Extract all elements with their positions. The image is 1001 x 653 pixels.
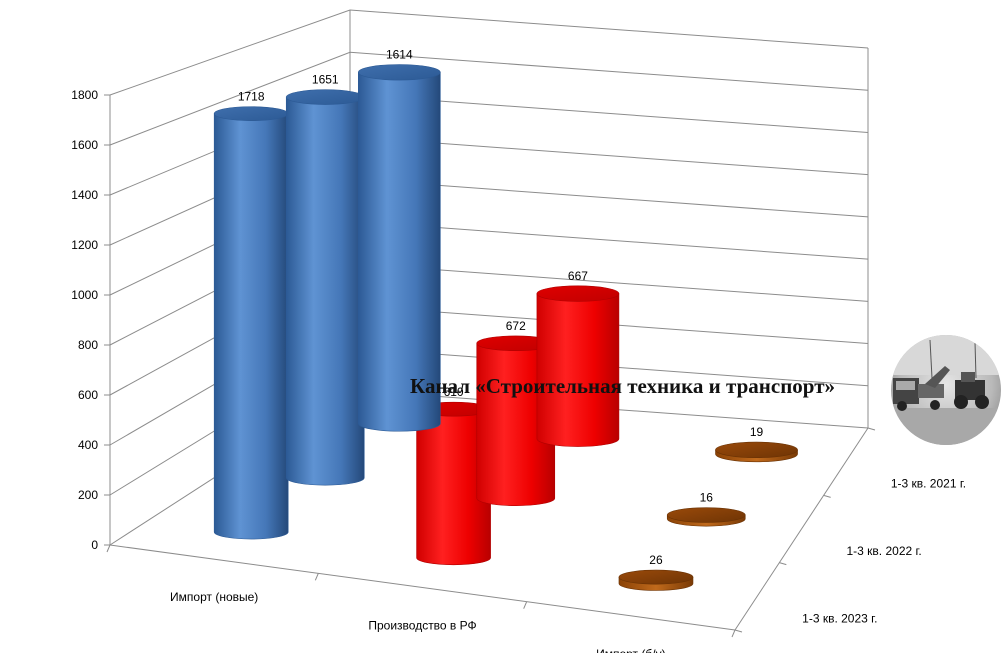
data-label: 26 [649, 553, 663, 567]
y-tick-label: 1800 [71, 88, 98, 102]
data-labels: 1718 610 26 1651 672 16 1614 667 19 [238, 47, 764, 567]
y-tick-label: 0 [91, 538, 98, 552]
y-tick-label: 1000 [71, 288, 98, 302]
y-tick-label: 800 [78, 338, 98, 352]
bar-cylinder [536, 285, 620, 447]
category-tick-mark [523, 601, 528, 609]
construction-machinery-photo-icon [891, 335, 1001, 445]
data-label: 16 [700, 491, 714, 505]
bar-cylinder [715, 441, 798, 463]
y-tick-label: 200 [78, 488, 98, 502]
floor-edge [734, 427, 869, 631]
data-label: 610 [444, 385, 464, 399]
bar-cylinder [358, 64, 441, 432]
watermark-text: Канал «Строительная техника и транспорт» [410, 374, 835, 398]
data-label: 19 [750, 425, 764, 439]
y-tick-label: 1200 [71, 238, 98, 252]
y-axis-tick-labels: 0 200 400 600 800 1000 1200 1400 1600 1800 [71, 88, 98, 552]
series-label: 1-3 кв. 2022 г. [847, 544, 922, 558]
y-tick-label: 1400 [71, 188, 98, 202]
bar-cylinder [666, 507, 746, 527]
depth-tick-mark [734, 629, 743, 633]
bar-cylinder [285, 89, 365, 486]
depth-axis-series-labels: 1-3 кв. 2021 г. 1-3 кв. 2022 г. 1-3 кв. 20… [802, 477, 966, 626]
series-label: 1-3 кв. 2021 г. [891, 477, 966, 491]
category-tick-mark [731, 629, 736, 638]
y-tick-label: 400 [78, 438, 98, 452]
depth-tick-mark [867, 427, 876, 431]
category-label: Импорт (новые) [170, 590, 258, 604]
category-tick-mark [106, 544, 111, 553]
cylinder-bars [213, 64, 798, 591]
category-tick-mark [314, 573, 319, 581]
y-tick-label: 1600 [71, 138, 98, 152]
bar-cylinder [476, 335, 556, 506]
category-axis-labels: Импорт (новые) Производство в РФ Импорт (б… [170, 590, 666, 653]
y-tick-label: 600 [78, 388, 98, 402]
data-label: 1718 [238, 90, 265, 104]
data-label: 1614 [386, 47, 413, 61]
depth-tick-mark [779, 562, 787, 566]
data-label: 667 [568, 269, 588, 283]
depth-tick-mark [823, 494, 831, 498]
category-label: Производство в РФ [368, 619, 476, 633]
category-label: Импорт (б/у) [596, 647, 666, 653]
floor-edge [109, 544, 736, 631]
data-label: 672 [506, 319, 526, 333]
bar-cylinder [416, 401, 491, 566]
data-label: 1651 [312, 73, 339, 87]
bar-cylinder [213, 106, 289, 540]
bar-cylinder [618, 569, 694, 591]
series-label: 1-3 кв. 2023 г. [802, 611, 877, 625]
